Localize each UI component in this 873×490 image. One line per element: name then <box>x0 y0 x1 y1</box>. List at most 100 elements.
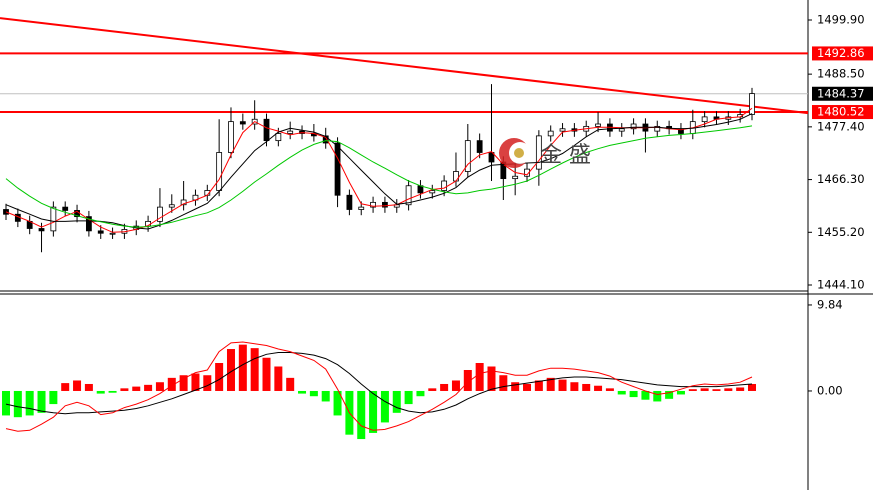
candle-body <box>3 209 9 215</box>
y-tick-label: 1455.20 <box>817 225 865 239</box>
histogram-bar <box>262 357 271 391</box>
y-tick-label: 0.00 <box>817 383 843 397</box>
candle-body <box>701 116 708 123</box>
candle-body <box>346 194 353 210</box>
histogram-bar <box>144 384 153 391</box>
histogram-bar <box>321 390 330 402</box>
histogram-bar <box>392 390 401 413</box>
candle-body <box>654 125 661 132</box>
histogram-bar <box>286 377 295 391</box>
histogram-bar <box>49 390 58 405</box>
candle-body <box>559 128 566 132</box>
histogram-bar <box>499 375 508 391</box>
histogram-bar <box>594 385 603 391</box>
candle-body <box>168 204 175 208</box>
histogram-bar <box>724 388 733 391</box>
histogram-bar <box>629 390 638 398</box>
candle-body <box>50 206 57 232</box>
histogram-bar <box>132 386 141 391</box>
histogram-bar <box>25 390 34 416</box>
moving-average <box>5 125 753 228</box>
candle-body <box>535 135 542 170</box>
y-tick-label: 1499.90 <box>817 12 865 26</box>
candle-body <box>97 230 104 234</box>
y-tick-label: 1488.50 <box>817 67 865 81</box>
moving-average <box>5 113 753 230</box>
candle-body <box>524 168 530 177</box>
price-label: 1480.52 <box>817 105 865 119</box>
histogram-bar <box>523 383 532 391</box>
histogram-bar <box>404 390 413 405</box>
histogram-bar <box>37 390 46 413</box>
histogram-bar <box>179 375 188 391</box>
histogram-bar <box>570 382 579 391</box>
histogram-bar <box>226 349 235 391</box>
histogram-bar <box>475 363 484 391</box>
candle-body <box>239 121 246 125</box>
histogram-bar <box>428 388 437 391</box>
histogram-bar <box>108 390 117 393</box>
histogram-bar <box>653 390 662 402</box>
histogram-bar <box>380 390 389 423</box>
candle-body <box>476 140 483 153</box>
histogram-bar <box>582 383 591 391</box>
candle-body <box>382 201 388 208</box>
histogram-bar <box>617 390 626 395</box>
candle-body <box>228 121 234 153</box>
histogram-bar <box>203 375 212 391</box>
histogram-bar <box>369 390 378 433</box>
histogram-bar <box>120 388 129 391</box>
candle-body <box>38 228 45 232</box>
histogram-bar <box>333 390 342 416</box>
histogram-bar <box>546 377 555 391</box>
watermark: 金 盛 <box>540 143 591 168</box>
histogram-bar <box>2 390 10 416</box>
histogram-bar <box>96 390 105 394</box>
trendline <box>0 17 809 115</box>
candle-body <box>370 201 376 208</box>
histogram-bar <box>238 344 247 391</box>
histogram-bar <box>688 389 697 391</box>
price-label-box <box>812 46 873 61</box>
histogram-bar <box>463 369 472 391</box>
macd-line <box>5 341 753 432</box>
histogram-bar <box>736 387 745 391</box>
histogram-bar <box>712 389 721 391</box>
histogram-bar <box>487 366 496 391</box>
histogram-bar <box>511 382 520 391</box>
candle-body <box>358 206 365 210</box>
candle-body <box>429 190 436 194</box>
candle-body <box>618 128 625 132</box>
histogram-bar <box>13 390 22 418</box>
price-label: 1484.37 <box>817 86 865 100</box>
histogram-bar <box>641 390 650 400</box>
candle-body <box>180 199 187 206</box>
histogram-bar <box>558 379 567 391</box>
histogram-bar <box>357 390 366 440</box>
histogram-bar <box>61 383 70 391</box>
candle-body <box>275 133 282 142</box>
macd-line <box>5 352 753 415</box>
logo-dot <box>514 148 524 158</box>
histogram-bar <box>274 366 283 391</box>
y-tick-label: 1444.10 <box>817 278 865 292</box>
histogram-bar <box>309 390 318 397</box>
candle-body <box>464 140 471 172</box>
histogram-bar <box>676 390 685 395</box>
candle-body <box>417 185 424 194</box>
histogram-bar <box>605 388 614 391</box>
candle-body <box>749 93 755 115</box>
candle-body <box>547 130 554 137</box>
y-tick-label: 1477.40 <box>817 119 865 133</box>
price-label-box <box>812 86 873 101</box>
candle-body <box>334 142 341 196</box>
candle-body <box>287 130 294 134</box>
candle-body <box>441 180 448 191</box>
histogram-bar <box>167 377 176 391</box>
histogram-bar <box>534 380 543 391</box>
histogram-bar <box>451 380 460 391</box>
candle-body <box>62 206 69 211</box>
candle-body <box>109 232 116 235</box>
candle-body <box>157 206 163 222</box>
